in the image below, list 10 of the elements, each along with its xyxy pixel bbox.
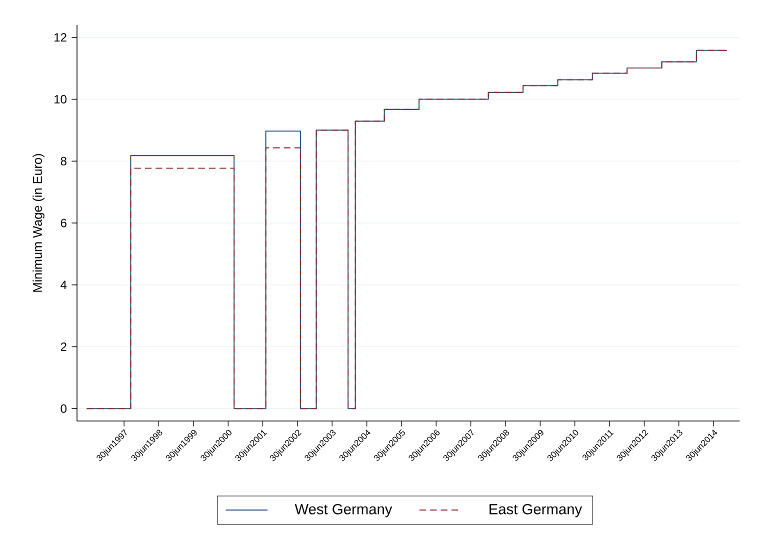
y-tick-label: 8 (60, 156, 66, 166)
y-tick-label: 2 (60, 342, 66, 351)
y-tick-label: 6 (60, 218, 66, 228)
legend-label: West Germany (294, 504, 392, 518)
y-tick-label: 4 (60, 280, 67, 289)
y-tick-label: 10 (54, 94, 67, 104)
y-tick-label: 12 (54, 33, 66, 42)
y-axis-title: Minimum Wage (in Euro) (32, 154, 44, 292)
y-tick-label: 0 (60, 404, 67, 413)
legend-label: East Germany (490, 504, 582, 518)
